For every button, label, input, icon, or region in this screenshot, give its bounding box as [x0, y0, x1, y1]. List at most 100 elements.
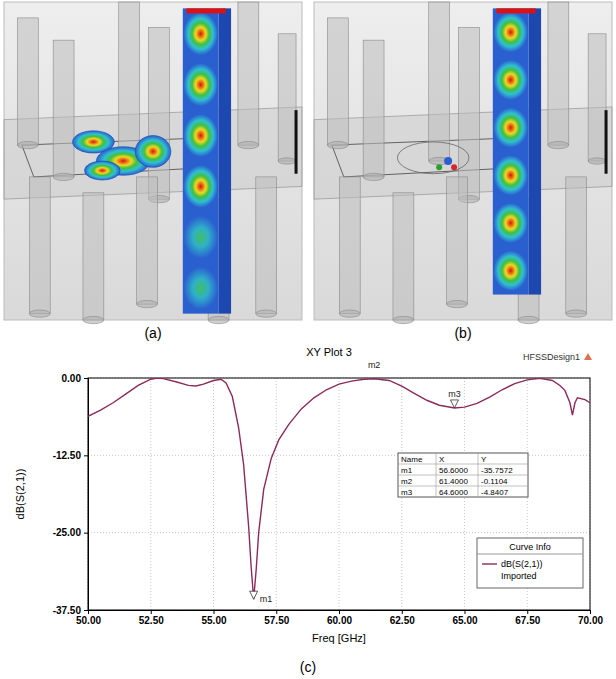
- field-spot: [184, 63, 218, 106]
- column-face: [183, 8, 219, 313]
- chart-title: XY Plot 3: [306, 346, 352, 358]
- via-end: [339, 310, 360, 317]
- via-end: [29, 310, 50, 317]
- table-cell: -4.8407: [481, 488, 509, 497]
- via-cylinder: [429, 2, 450, 161]
- y-tick: -37.50: [53, 605, 88, 616]
- via-end: [278, 158, 296, 164]
- table-cell: m1: [401, 466, 413, 475]
- legend-source: Imported: [501, 571, 537, 581]
- curve: [88, 378, 590, 599]
- via-cylinder: [83, 193, 104, 320]
- marker-label: m3: [448, 389, 461, 399]
- via-cylinder: [256, 177, 277, 314]
- feed-dot: [436, 164, 442, 170]
- feed-outline-b: [397, 142, 469, 174]
- via-end: [518, 316, 539, 323]
- marker-triangle: [450, 400, 458, 408]
- x-tick-label: 50.00: [76, 615, 101, 626]
- y-axis-title: dB(S(2,1)): [14, 469, 26, 520]
- x-tick-mark: [339, 610, 340, 614]
- port-bar: [295, 110, 298, 174]
- grid: [88, 378, 590, 610]
- x-tick: 60.00: [327, 610, 352, 626]
- legend-swatch: [482, 563, 497, 564]
- via-end: [256, 310, 277, 317]
- port-bar: [605, 110, 608, 174]
- field-spot: [494, 12, 528, 52]
- via-end: [137, 300, 158, 307]
- via-cylinder: [17, 18, 38, 145]
- column-face: [493, 8, 529, 294]
- x-tick-mark: [527, 610, 528, 614]
- x-axis: 50.0052.5055.0057.5060.0062.5065.0067.50…: [76, 610, 603, 626]
- grid-line: [150, 378, 151, 610]
- via-cylinder: [137, 177, 158, 304]
- field-spot: [184, 165, 218, 208]
- via-cylinder: [119, 2, 140, 161]
- x-tick: 62.50: [390, 610, 415, 626]
- figure: (a)(b)(c)50.0052.5055.0057.5060.0062.506…: [0, 0, 616, 679]
- grid-line: [276, 378, 277, 610]
- table-cell: 56.6000: [439, 466, 468, 475]
- legend-frame: [477, 538, 583, 588]
- via-cylinder: [29, 177, 50, 314]
- render-panel: [314, 2, 612, 324]
- table-cell: 61.4000: [439, 477, 468, 486]
- via-end: [83, 316, 104, 323]
- table-cell: -0.1104: [481, 477, 508, 486]
- x-tick-label: 62.50: [390, 615, 415, 626]
- grid-line: [213, 378, 214, 610]
- x-tick-label: 65.00: [452, 615, 477, 626]
- panel-label: (c): [300, 659, 316, 675]
- field-spot: [494, 203, 528, 243]
- via-cylinder: [393, 193, 414, 320]
- x-tick-mark: [465, 610, 466, 614]
- y-tick-mark: [84, 533, 88, 534]
- via-cylinder: [459, 27, 480, 199]
- table-frame: [398, 453, 528, 497]
- x-tick-label: 60.00: [327, 615, 352, 626]
- x-tick: 67.50: [515, 610, 540, 626]
- legend-rule: [477, 554, 583, 555]
- marker-label: m1: [260, 594, 273, 604]
- marker-triangle: [250, 591, 258, 599]
- field-spot: [184, 216, 218, 259]
- y-tick-mark: [84, 378, 88, 379]
- feed-field: [84, 161, 120, 180]
- via-cylinder: [149, 27, 170, 199]
- y-tick-label: -12.50: [53, 450, 82, 461]
- grid-line: [339, 378, 340, 610]
- x-tick-mark: [402, 610, 403, 614]
- x-axis-title: Freq [GHz]: [312, 632, 366, 644]
- design-name: HFSSDesign1: [523, 352, 580, 362]
- x-tick: 65.00: [452, 610, 477, 626]
- table-rule: [398, 486, 528, 487]
- field-spot: [184, 267, 218, 310]
- x-tick: 55.00: [201, 610, 226, 626]
- x-tick: 57.50: [264, 610, 289, 626]
- plot-frame: [88, 378, 590, 610]
- grid-line: [88, 532, 590, 533]
- legend-title: Curve Info: [509, 542, 551, 552]
- y-tick-mark: [84, 455, 88, 456]
- x-tick-mark: [276, 610, 277, 614]
- via-end: [53, 173, 74, 180]
- design-icon: [584, 353, 592, 360]
- via-end: [393, 316, 414, 323]
- feed-dot: [451, 164, 457, 170]
- table-cell: m3: [401, 488, 413, 497]
- y-tick-label: -37.50: [53, 605, 82, 616]
- via-cylinder: [588, 34, 606, 161]
- x-tick-mark: [151, 610, 152, 614]
- via-cylinder: [278, 34, 296, 161]
- y-tick: 0.00: [62, 373, 88, 384]
- table-cell: m2: [401, 477, 413, 486]
- marker-table: NameXYm156.6000-35.7572m261.4000-0.1104m…: [398, 453, 528, 497]
- table-cell: Y: [481, 455, 487, 464]
- render-panel: [4, 2, 302, 324]
- panel-label: (b): [454, 325, 471, 341]
- column-side: [219, 8, 232, 313]
- field-spot: [184, 12, 218, 55]
- marker-label: m2: [368, 360, 381, 370]
